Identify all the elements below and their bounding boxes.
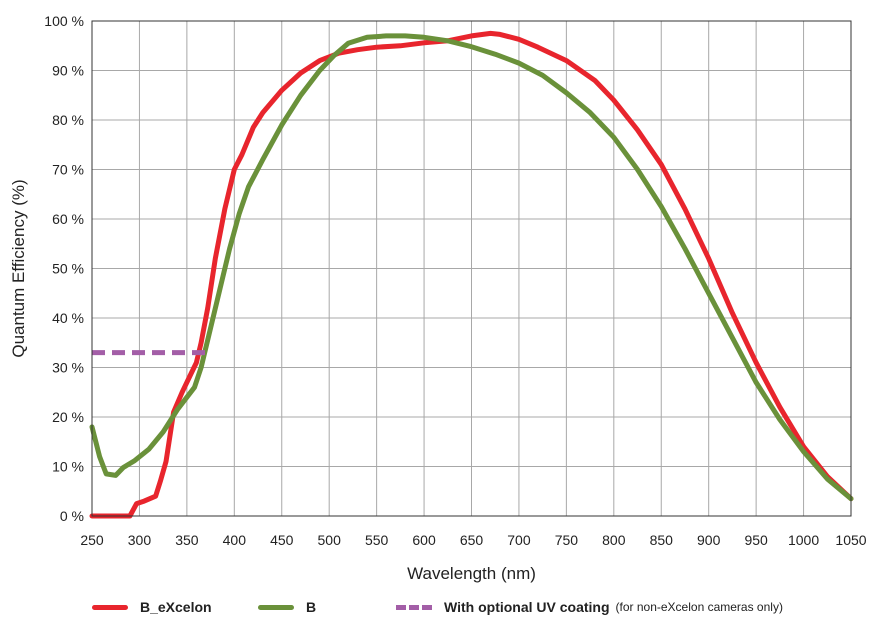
legend-swatch-uv-coating [396, 604, 432, 610]
x-tick-label: 600 [412, 532, 436, 548]
legend-note-uv-coating: (for non-eXcelon cameras only) [615, 600, 783, 614]
x-tick-label: 400 [223, 532, 247, 548]
y-tick-label: 80 % [52, 112, 84, 128]
y-tick-label: 90 % [52, 63, 84, 79]
y-axis-title: Quantum Efficiency (%) [9, 179, 28, 357]
y-tick-label: 10 % [52, 459, 84, 475]
legend-item-b: B [258, 596, 316, 618]
x-tick-label: 500 [318, 532, 342, 548]
x-tick-label: 550 [365, 532, 389, 548]
legend-label-uv-coating: With optional UV coating [444, 599, 610, 615]
x-tick-label: 250 [80, 532, 104, 548]
grid [91, 20, 852, 517]
tick-labels: 250 300 350 400 450 500 550 600 650 700 750 800 850 9… [44, 13, 866, 548]
legend-item-b-excelon: B_eXcelon [92, 596, 212, 618]
x-tick-label: 350 [175, 532, 199, 548]
y-tick-label: 0 % [60, 508, 84, 524]
x-tick-label: 850 [650, 532, 674, 548]
y-tick-label: 60 % [52, 211, 84, 227]
x-tick-label: 800 [602, 532, 626, 548]
y-tick-label: 20 % [52, 409, 84, 425]
x-tick-label: 900 [697, 532, 721, 548]
y-tick-label: 100 % [44, 13, 84, 29]
series-line-b [89, 33, 854, 502]
x-tick-label: 1050 [835, 532, 866, 548]
series-lines [89, 30, 854, 519]
x-axis-title: Wavelength (nm) [407, 564, 536, 583]
y-tick-label: 30 % [52, 360, 84, 376]
x-tick-label: 950 [744, 532, 768, 548]
x-tick-label: 650 [460, 532, 484, 548]
legend-item-uv-coating: With optional UV coating (for non-eXcelo… [396, 596, 783, 618]
legend-label-b-excelon: B_eXcelon [140, 599, 212, 615]
x-tick-label: 700 [507, 532, 531, 548]
y-tick-label: 70 % [52, 162, 84, 178]
y-tick-label: 40 % [52, 310, 84, 326]
x-tick-label: 300 [128, 532, 152, 548]
x-tick-label: 1000 [788, 532, 819, 548]
legend-swatch-b-excelon [92, 604, 128, 610]
plot-frame [91, 20, 852, 517]
legend-label-b: B [306, 599, 317, 615]
qe-chart: 250 300 350 400 450 500 550 600 650 700 750 800 850 9… [9, 13, 867, 583]
legend-swatch-b [258, 604, 294, 610]
x-tick-label: 450 [270, 532, 294, 548]
legend: B_eXcelon B With optional UV coating (fo… [0, 596, 871, 618]
x-tick-label: 750 [555, 532, 579, 548]
y-tick-label: 50 % [52, 261, 84, 277]
